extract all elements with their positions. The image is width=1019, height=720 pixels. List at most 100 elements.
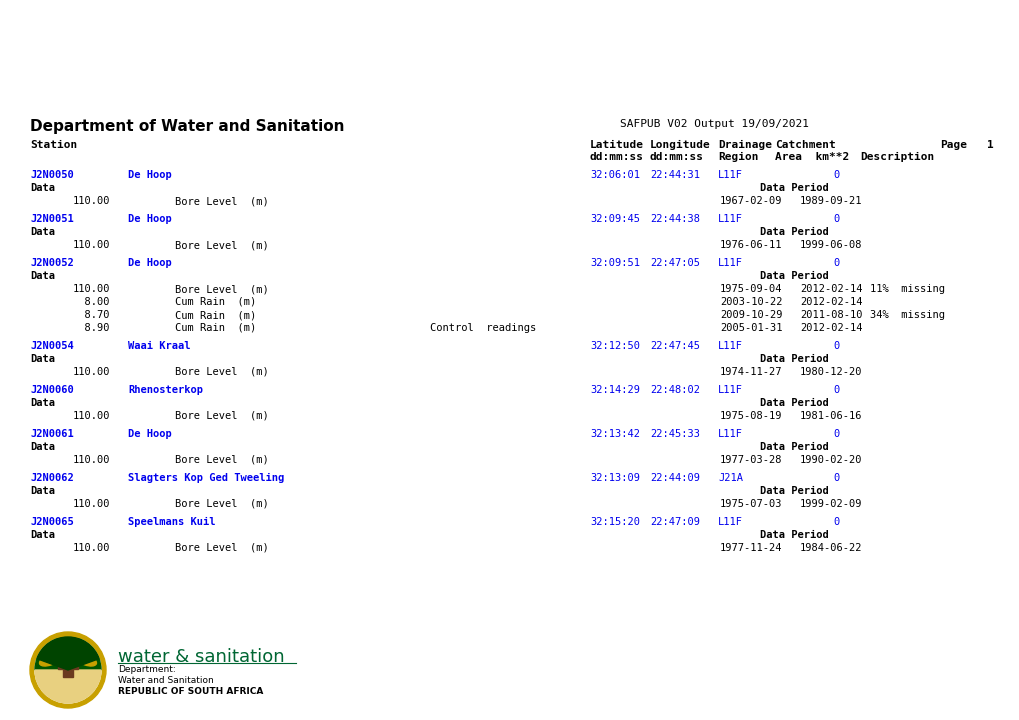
Text: Data: Data — [30, 183, 55, 193]
Text: 34%  missing: 34% missing — [869, 310, 944, 320]
Text: J2N0061: J2N0061 — [30, 429, 73, 439]
Text: 1981-06-16: 1981-06-16 — [799, 411, 862, 421]
Text: 1999-02-09: 1999-02-09 — [799, 499, 862, 509]
Bar — [58, 662, 77, 669]
Text: 110.00: 110.00 — [72, 543, 110, 553]
Text: 1: 1 — [986, 140, 993, 150]
Text: 32:09:45: 32:09:45 — [589, 214, 639, 224]
Text: 1974-11-27: 1974-11-27 — [719, 367, 782, 377]
Text: 1976-06-11: 1976-06-11 — [719, 240, 782, 250]
Text: Data Period: Data Period — [759, 442, 828, 452]
Text: Data Period: Data Period — [759, 398, 828, 408]
Text: 2012-02-14: 2012-02-14 — [799, 284, 862, 294]
Bar — [63, 655, 73, 677]
Text: Bore Level  (m): Bore Level (m) — [175, 284, 268, 294]
Text: REPUBLIC OF SOUTH AFRICA: REPUBLIC OF SOUTH AFRICA — [118, 687, 263, 696]
Text: Bore Level  (m): Bore Level (m) — [175, 455, 268, 465]
Text: 32:06:01: 32:06:01 — [589, 170, 639, 180]
Text: Bore Level  (m): Bore Level (m) — [175, 543, 268, 553]
Text: 2003-10-22: 2003-10-22 — [719, 297, 782, 307]
Text: Data Period: Data Period — [759, 271, 828, 281]
Text: 1980-12-20: 1980-12-20 — [799, 367, 862, 377]
Text: 1984-06-22: 1984-06-22 — [799, 543, 862, 553]
Text: Description: Description — [859, 152, 933, 162]
Text: 22:44:38: 22:44:38 — [649, 214, 699, 224]
Text: 0: 0 — [833, 170, 840, 180]
Text: SAFPUB V02 Output 19/09/2021: SAFPUB V02 Output 19/09/2021 — [620, 119, 808, 129]
Text: 8.90: 8.90 — [72, 323, 110, 333]
Text: Data: Data — [30, 271, 55, 281]
Text: Data: Data — [30, 354, 55, 364]
Text: 0: 0 — [833, 517, 840, 527]
Text: 1975-09-04: 1975-09-04 — [719, 284, 782, 294]
Text: Data Period: Data Period — [759, 486, 828, 496]
Text: 32:12:50: 32:12:50 — [589, 341, 639, 351]
Text: 110.00: 110.00 — [72, 367, 110, 377]
Text: 110.00: 110.00 — [72, 499, 110, 509]
Text: 2012-02-14: 2012-02-14 — [799, 297, 862, 307]
Text: Control  readings: Control readings — [430, 323, 536, 333]
Text: Department:: Department: — [118, 665, 175, 674]
Text: 1999-06-08: 1999-06-08 — [799, 240, 862, 250]
Text: Area  km**2: Area km**2 — [774, 152, 849, 162]
Text: 2011-08-10: 2011-08-10 — [799, 310, 862, 320]
Text: 22:47:45: 22:47:45 — [649, 341, 699, 351]
Text: 22:44:09: 22:44:09 — [649, 473, 699, 483]
Text: dd:mm:ss: dd:mm:ss — [589, 152, 643, 162]
Text: Catchment: Catchment — [774, 140, 835, 150]
Text: J2N0065: J2N0065 — [30, 517, 73, 527]
Text: 22:45:33: 22:45:33 — [649, 429, 699, 439]
Text: Bore Level  (m): Bore Level (m) — [175, 499, 268, 509]
Text: 0: 0 — [833, 258, 840, 268]
Text: Data: Data — [30, 442, 55, 452]
Text: Cum Rain  (m): Cum Rain (m) — [175, 323, 256, 333]
Text: J2N0050: J2N0050 — [30, 170, 73, 180]
Text: 22:47:09: 22:47:09 — [649, 517, 699, 527]
Text: L11F: L11F — [717, 170, 742, 180]
Text: Region: Region — [717, 152, 758, 162]
Text: 110.00: 110.00 — [72, 284, 110, 294]
Ellipse shape — [40, 654, 60, 666]
Text: 2009-10-29: 2009-10-29 — [719, 310, 782, 320]
Text: J21A: J21A — [717, 473, 742, 483]
Text: 32:09:51: 32:09:51 — [589, 258, 639, 268]
Text: 1967-02-09: 1967-02-09 — [719, 196, 782, 206]
Text: J2N0052: J2N0052 — [30, 258, 73, 268]
Text: 32:13:42: 32:13:42 — [589, 429, 639, 439]
Text: 2005-01-31: 2005-01-31 — [719, 323, 782, 333]
Text: Station: Station — [30, 140, 77, 150]
Text: De Hoop: De Hoop — [127, 170, 171, 180]
Text: 0: 0 — [833, 473, 840, 483]
Text: 0: 0 — [833, 429, 840, 439]
Text: Bore Level  (m): Bore Level (m) — [175, 240, 268, 250]
Wedge shape — [37, 637, 99, 670]
Text: Data Period: Data Period — [759, 227, 828, 237]
Text: Latitude: Latitude — [589, 140, 643, 150]
Text: dd:mm:ss: dd:mm:ss — [649, 152, 703, 162]
Text: L11F: L11F — [717, 341, 742, 351]
Text: Longitude: Longitude — [649, 140, 710, 150]
Text: L11F: L11F — [717, 385, 742, 395]
Text: Bore Level  (m): Bore Level (m) — [175, 411, 268, 421]
Text: Data: Data — [30, 530, 55, 540]
Text: Drainage: Drainage — [717, 140, 771, 150]
Text: 32:14:29: 32:14:29 — [589, 385, 639, 395]
Text: L11F: L11F — [717, 214, 742, 224]
Text: Water and Sanitation: Water and Sanitation — [118, 676, 214, 685]
Text: 32:15:20: 32:15:20 — [589, 517, 639, 527]
Text: L11F: L11F — [717, 429, 742, 439]
Text: 1989-09-21: 1989-09-21 — [799, 196, 862, 206]
Text: 1977-03-28: 1977-03-28 — [719, 455, 782, 465]
Text: 1975-07-03: 1975-07-03 — [719, 499, 782, 509]
Text: Page: Page — [940, 140, 966, 150]
Text: Data Period: Data Period — [759, 530, 828, 540]
Ellipse shape — [75, 654, 97, 666]
Text: Data Period: Data Period — [759, 354, 828, 364]
Text: Data Period: Data Period — [759, 183, 828, 193]
Text: Cum Rain  (m): Cum Rain (m) — [175, 297, 256, 307]
Text: 110.00: 110.00 — [72, 455, 110, 465]
Text: 110.00: 110.00 — [72, 196, 110, 206]
Text: Data: Data — [30, 398, 55, 408]
Text: 110.00: 110.00 — [72, 411, 110, 421]
Circle shape — [35, 637, 101, 703]
